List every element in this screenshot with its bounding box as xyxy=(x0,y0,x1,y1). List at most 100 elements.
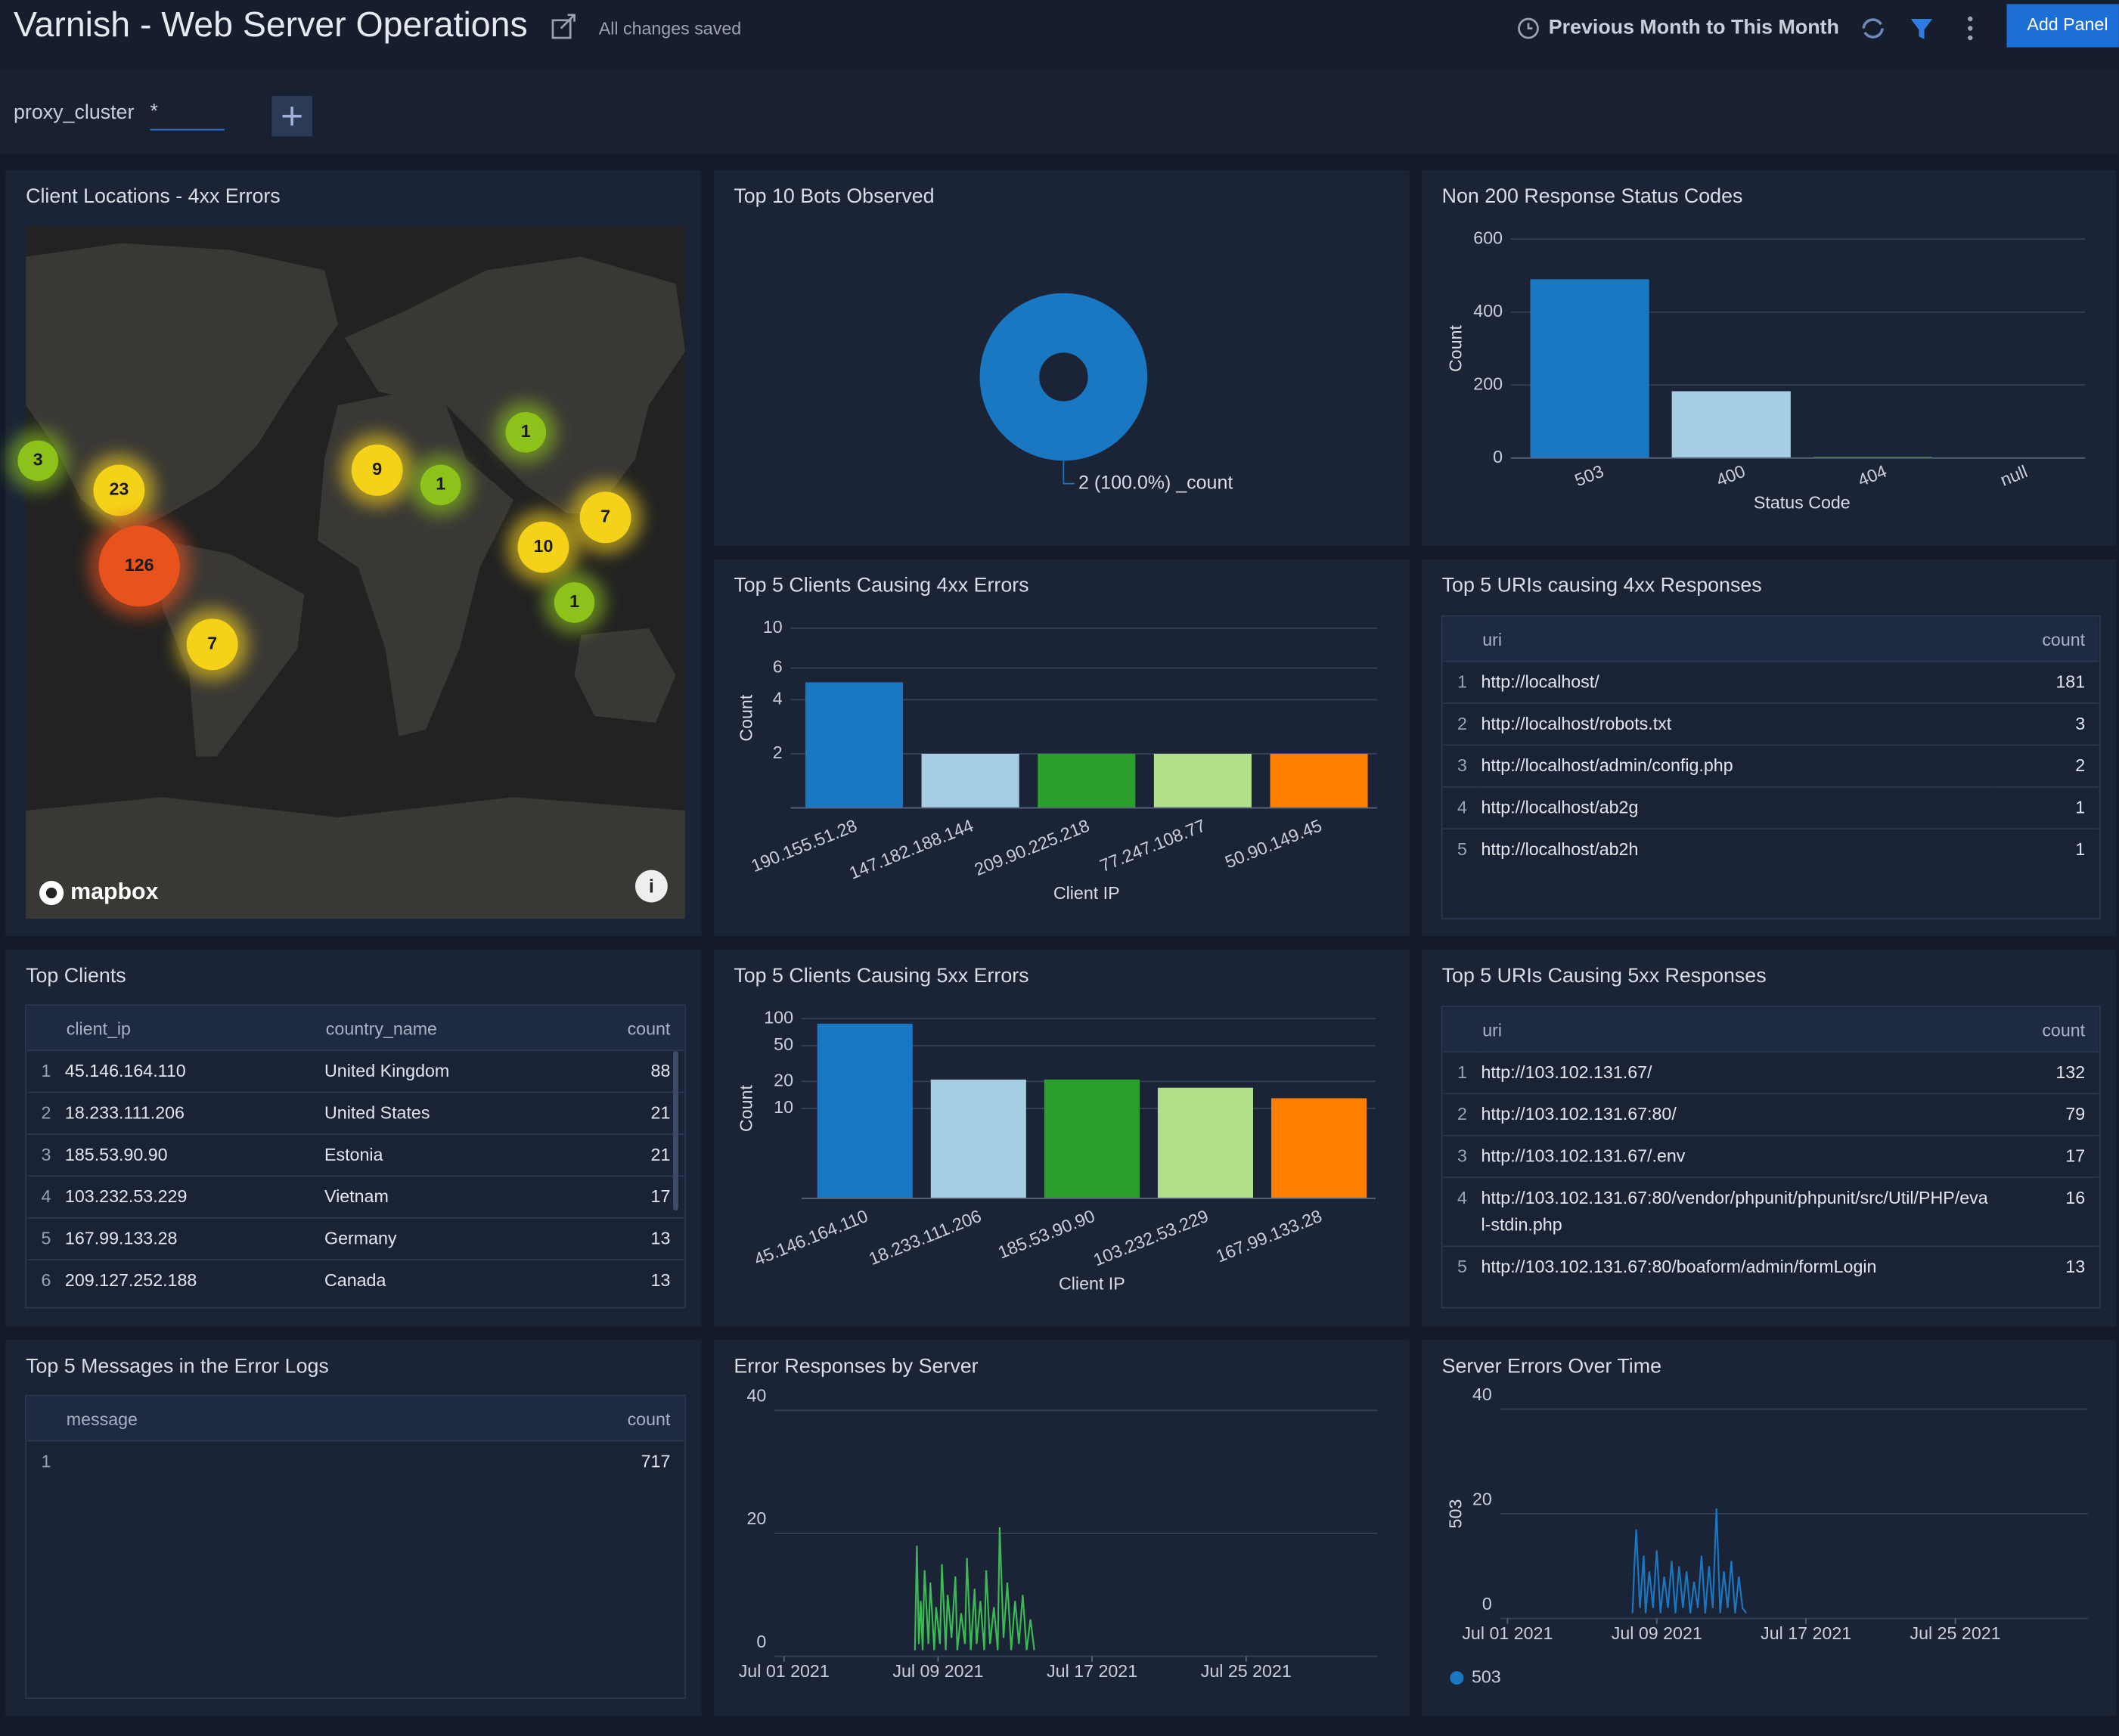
count-cell: 1 xyxy=(1990,828,2099,870)
header-row: client_ip country_name count xyxy=(26,1006,684,1051)
bar xyxy=(930,1079,1026,1198)
cluster-label: 7 xyxy=(207,633,217,653)
row-index: 2 xyxy=(26,1091,65,1134)
table-row[interactable]: 1 http://localhost/181 xyxy=(1443,660,2099,704)
info-icon: i xyxy=(649,876,654,897)
data-table: uri count 1 http://localhost/181 2 http://loc… xyxy=(1443,617,2099,870)
panel-title: Error Responses by Server xyxy=(734,1354,978,1377)
add-panel-label[interactable]: Add Panel xyxy=(2027,14,2108,34)
row-index: 6 xyxy=(26,1259,65,1301)
y-tick-label: 6 xyxy=(773,657,783,677)
header-row: uri count xyxy=(1443,617,2099,662)
count-cell: 17 xyxy=(594,1175,684,1218)
panel-title: Client Locations - 4xx Errors xyxy=(26,184,281,207)
time-range[interactable]: Previous Month to This Month xyxy=(1549,16,1839,39)
y-axis-title: Count xyxy=(1445,324,1465,372)
table-row[interactable]: 5 http://103.102.131.67:80/boaform/admin/… xyxy=(1443,1245,2099,1288)
table-row[interactable]: 3 185.53.90.90 Estonia 21 xyxy=(26,1133,684,1176)
y-tick-label: 50 xyxy=(774,1034,793,1054)
bar xyxy=(1157,1087,1254,1198)
table-row[interactable]: 3 http://localhost/admin/config.php 2 xyxy=(1443,744,2099,787)
header-bar xyxy=(0,0,2119,70)
bar xyxy=(1530,279,1649,458)
cluster xyxy=(186,618,238,671)
info-button[interactable] xyxy=(634,870,668,903)
table-row[interactable]: 1 http://103.102.131.67/132 xyxy=(1443,1051,2099,1094)
cluster-label: 1 xyxy=(521,421,531,441)
data-table: uri count 1 http://103.102.131.67/132 2 http:… xyxy=(1443,1007,2099,1288)
table-row[interactable]: 4 http://103.102.131.67:80/vendor/phpunit… xyxy=(1443,1176,2099,1247)
leader-line xyxy=(1063,460,1075,485)
table-row[interactable]: 2 http://103.102.131.67:80/79 xyxy=(1443,1093,2099,1136)
y-axis-title: Count xyxy=(736,694,755,742)
landmass xyxy=(26,797,686,919)
table-row[interactable]: 2 18.233.111.206 United States 21 xyxy=(26,1091,684,1134)
bar xyxy=(1038,753,1136,808)
bar xyxy=(1671,391,1791,458)
x-tick-label: Jul 17 2021 xyxy=(1761,1623,1851,1643)
table-row[interactable]: 5 http://localhost/ab2h 1 xyxy=(1443,828,2099,870)
count-cell: 88 xyxy=(594,1049,684,1093)
header-cell xyxy=(26,1397,65,1441)
cell: Canada xyxy=(324,1259,595,1301)
header-cell: count xyxy=(1990,617,2099,662)
bar xyxy=(817,1023,913,1198)
table-row[interactable]: 5 167.99.133.28 Germany 13 xyxy=(26,1217,684,1260)
filter-value[interactable]: * xyxy=(150,99,159,122)
table-row[interactable]: 4 http://localhost/ab2g 1 xyxy=(1443,786,2099,829)
table-row[interactable]: 3 http://103.102.131.67/.env 17 xyxy=(1443,1134,2099,1178)
table-row[interactable]: 6 209.127.252.188 Canada 13 xyxy=(26,1259,684,1301)
x-tick-label: Jul 01 2021 xyxy=(739,1661,830,1681)
cell: Vietnam xyxy=(324,1175,595,1218)
cell: http://localhost/ab2g xyxy=(1481,786,1991,829)
cell: http://103.102.131.67:80/ xyxy=(1481,1093,1991,1136)
panel-title: Server Errors Over Time xyxy=(1442,1354,1661,1377)
panel xyxy=(713,170,1410,546)
header-cell: uri xyxy=(1481,1007,1991,1052)
plus-icon[interactable] xyxy=(282,107,302,126)
y-tick-label: 20 xyxy=(1472,1489,1492,1508)
table-row[interactable]: 4 103.232.53.229 Vietnam 17 xyxy=(26,1175,684,1218)
landmass xyxy=(574,628,676,723)
add-panel-button[interactable] xyxy=(2006,4,2119,48)
count-cell: 16 xyxy=(1990,1176,2099,1247)
table-row[interactable]: 1 45.146.164.110 United Kingdom 88 xyxy=(26,1049,684,1093)
bar xyxy=(1044,1079,1140,1198)
slice-label: 2 (100.0%) _count xyxy=(1078,472,1233,493)
table-row[interactable]: 2 http://localhost/robots.txt 3 xyxy=(1443,702,2099,746)
cell: 167.99.133.28 xyxy=(64,1217,324,1260)
cluster-label: 126 xyxy=(125,555,154,575)
y-tick-label: 100 xyxy=(764,1007,793,1027)
header-cell: country_name xyxy=(324,1006,595,1051)
row-index: 3 xyxy=(1443,744,1481,787)
count-cell: 13 xyxy=(594,1259,684,1301)
cluster xyxy=(579,491,631,544)
cluster xyxy=(17,440,59,482)
header-row: message count xyxy=(26,1397,684,1441)
panel-title: Top 5 URIs Causing 5xx Responses xyxy=(1442,964,1767,987)
row-index: 5 xyxy=(1443,828,1481,870)
row-index: 4 xyxy=(26,1175,65,1218)
header-cell xyxy=(1443,1007,1481,1052)
x-axis-title: Status Code xyxy=(1754,493,1851,513)
share-icon[interactable] xyxy=(551,14,576,39)
filter-icon[interactable] xyxy=(1910,19,1933,39)
more-icon[interactable] xyxy=(1968,16,1973,41)
y-tick-label: 10 xyxy=(763,617,783,637)
y-tick-label: 0 xyxy=(756,1632,766,1651)
row-index: 2 xyxy=(1443,702,1481,746)
cell: http://localhost/robots.txt xyxy=(1481,702,1991,746)
data-table: client_ip country_name count 1 45.146.164.11… xyxy=(26,1006,684,1301)
row-index: 4 xyxy=(1443,1176,1481,1247)
count-cell: 79 xyxy=(1990,1093,2099,1136)
table-row[interactable]: 1 717 xyxy=(26,1440,684,1483)
cell: http://103.102.131.67:80/boaform/admin/f… xyxy=(1481,1245,1991,1288)
y-tick-label: 600 xyxy=(1473,228,1503,247)
row-index: 1 xyxy=(1443,660,1481,704)
refresh-icon[interactable] xyxy=(1862,18,1884,39)
header-cell: count xyxy=(594,1006,684,1051)
panels: Client Locations - 4xx Errors32312679111… xyxy=(5,170,2117,1716)
count-cell: 13 xyxy=(1990,1245,2099,1288)
